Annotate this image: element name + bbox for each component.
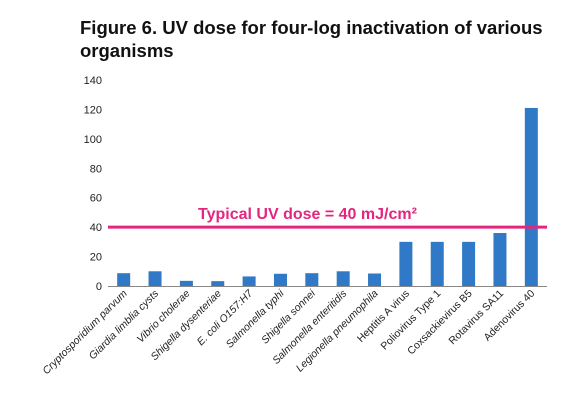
x-category-label: E. coli O157:H7: [195, 287, 256, 348]
bar: [242, 276, 256, 286]
bar: [399, 241, 413, 286]
x-category-label: Rotavirus SA11: [447, 288, 507, 348]
bar: [305, 273, 319, 286]
y-tick-label: 80: [90, 163, 102, 175]
chart-title: Figure 6. UV dose for four-log inactivat…: [80, 17, 543, 61]
bar: [493, 233, 507, 286]
bar: [117, 273, 131, 286]
bar: [179, 280, 193, 286]
reference-line-label: Typical UV dose = 40 mJ/cm²: [198, 206, 417, 223]
bar: [430, 241, 444, 286]
bar: [368, 273, 382, 286]
y-tick-label: 20: [90, 252, 102, 264]
y-tick-label: 40: [90, 222, 102, 234]
y-tick-label: 140: [84, 75, 102, 87]
bar: [462, 241, 476, 286]
bar: [211, 281, 225, 286]
y-tick-label: 0: [96, 281, 102, 293]
y-tick-label: 120: [84, 104, 102, 116]
bar: [148, 271, 162, 286]
bar: [524, 107, 538, 286]
y-tick-label: 60: [90, 193, 102, 205]
x-category-label: Shigella sonnei: [259, 287, 318, 346]
y-tick-label: 100: [84, 134, 102, 146]
y-axis-ticks: 0 20 40 60 80 100 120 140: [84, 75, 102, 293]
bar: [336, 271, 350, 286]
bar: [273, 273, 287, 286]
bars-group: [117, 107, 538, 286]
